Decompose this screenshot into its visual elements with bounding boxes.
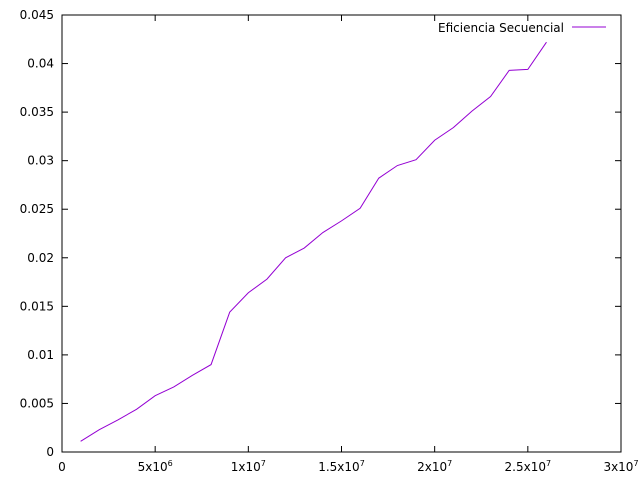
y-tick-label: 0.035 — [20, 105, 54, 119]
series-line — [80, 41, 547, 442]
x-tick-label: 0 — [58, 460, 66, 474]
legend-label: Eficiencia Secuencial — [438, 21, 564, 35]
y-tick-label: 0.045 — [20, 8, 54, 22]
y-axis: 0 0.005 0.01 0.015 0.02 0.025 0.03 0.035 0.04 0.0… — [20, 8, 621, 459]
x-tick-label: 1.5x107 — [318, 459, 365, 474]
y-tick-label: 0.005 — [20, 396, 54, 410]
legend: Eficiencia Secuencial — [438, 21, 606, 35]
y-tick-label: 0.01 — [27, 348, 54, 362]
y-tick-label: 0.015 — [20, 299, 54, 313]
series-layer — [80, 41, 547, 442]
x-tick-label: 3x107 — [603, 459, 638, 474]
y-tick-label: 0.03 — [27, 154, 54, 168]
x-axis: 0 5x106 1x107 1.5x107 2x107 2.5x107 3x107 — [58, 15, 639, 474]
x-tick-label: 2.5x107 — [505, 459, 552, 474]
y-tick-label: 0.04 — [27, 57, 54, 71]
y-tick-label: 0.025 — [20, 202, 54, 216]
y-tick-label: 0.02 — [27, 251, 54, 265]
x-tick-label: 2x107 — [417, 459, 452, 474]
x-tick-label: 5x106 — [138, 459, 173, 474]
y-tick-label: 0 — [46, 445, 54, 459]
x-tick-label: 1x107 — [231, 459, 266, 474]
